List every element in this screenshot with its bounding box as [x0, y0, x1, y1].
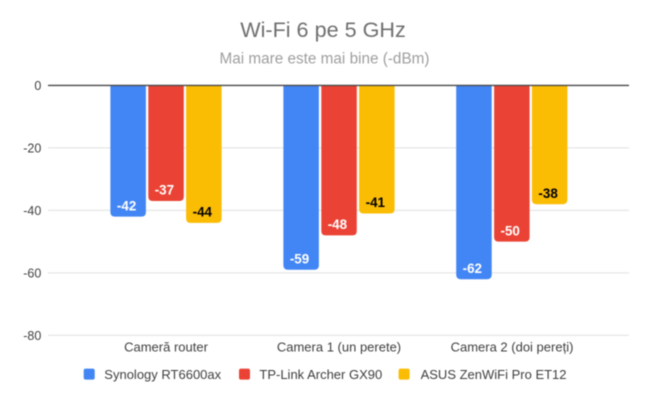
- svg-text:-38: -38: [538, 186, 558, 201]
- svg-text:-20: -20: [23, 141, 41, 155]
- svg-text:ASUS ZenWiFi Pro ET12: ASUS ZenWiFi Pro ET12: [421, 367, 567, 382]
- svg-text:-59: -59: [290, 252, 309, 267]
- svg-text:-44: -44: [193, 205, 213, 220]
- svg-text:-40: -40: [23, 204, 41, 218]
- svg-text:-41: -41: [366, 195, 386, 210]
- svg-text:-80: -80: [23, 329, 41, 343]
- svg-text:Camera 1 (un perete): Camera 1 (un perete): [277, 340, 401, 355]
- svg-text:Synology RT6600ax: Synology RT6600ax: [104, 367, 221, 382]
- svg-text:-62: -62: [463, 261, 482, 276]
- svg-text:0: 0: [34, 79, 41, 93]
- svg-text:-50: -50: [501, 223, 520, 238]
- svg-text:-37: -37: [155, 183, 174, 198]
- svg-text:-60: -60: [23, 266, 41, 280]
- svg-text:TP-Link Archer GX90: TP-Link Archer GX90: [259, 367, 382, 382]
- svg-text:Mai mare este mai bine (-dBm): Mai mare este mai bine (-dBm): [220, 50, 430, 67]
- svg-text:Wi-Fi 6 pe 5 GHz: Wi-Fi 6 pe 5 GHz: [240, 17, 406, 42]
- svg-text:Cameră router: Cameră router: [124, 340, 208, 355]
- svg-text:-42: -42: [117, 198, 136, 213]
- svg-text:-48: -48: [328, 217, 348, 232]
- svg-text:Camera 2 (doi pereți): Camera 2 (doi pereți): [451, 340, 574, 355]
